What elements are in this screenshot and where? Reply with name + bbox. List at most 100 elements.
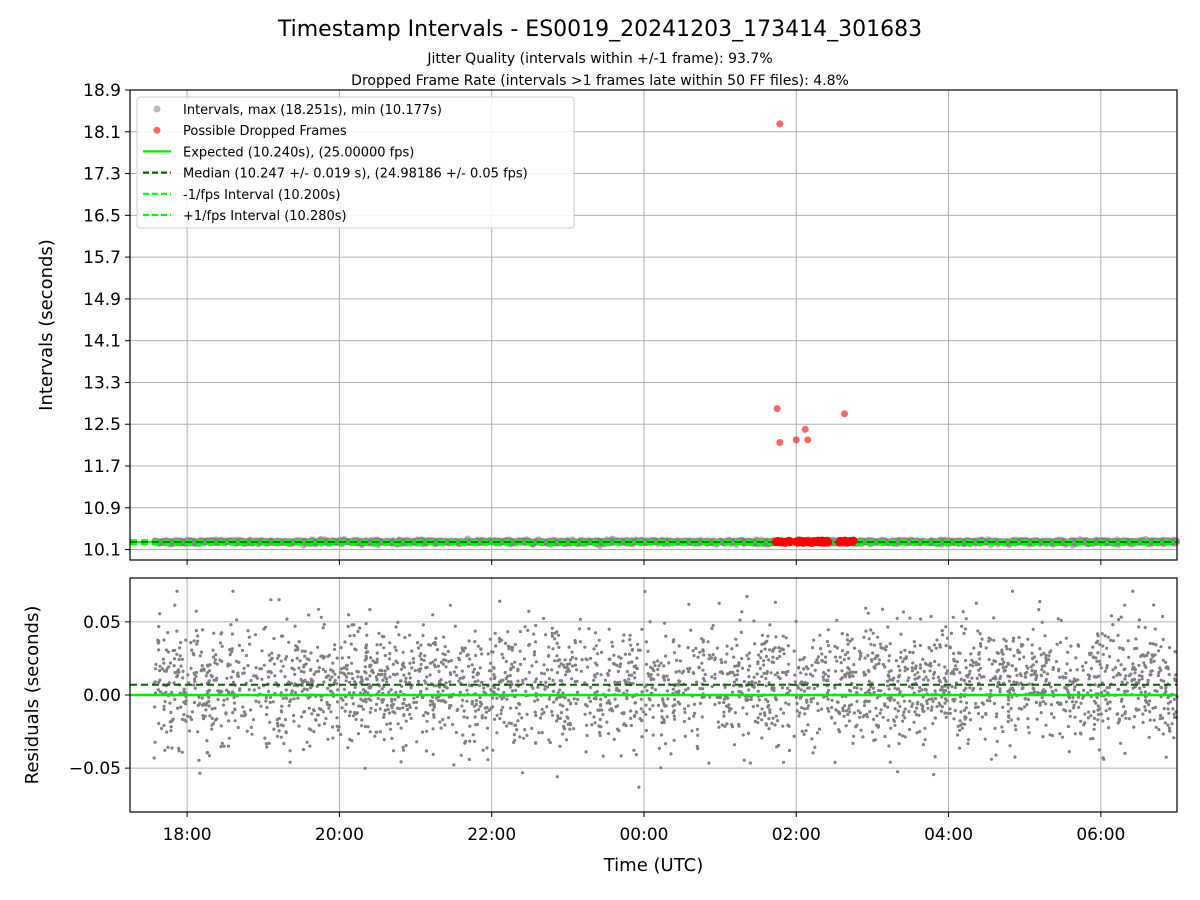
residual-point: [390, 699, 394, 703]
residual-point: [534, 677, 539, 681]
residual-point: [375, 643, 379, 647]
residual-point: [1092, 716, 1097, 721]
residual-point: [172, 657, 177, 661]
residual-point: [795, 709, 799, 713]
residual-point: [1032, 672, 1036, 676]
residual-point: [983, 737, 987, 741]
residual-point: [329, 710, 333, 714]
residual-point: [702, 653, 706, 657]
residual-point: [919, 617, 923, 621]
residual-point: [886, 718, 890, 722]
residual-point: [1152, 659, 1156, 663]
residual-point: [952, 717, 956, 721]
residual-point: [395, 706, 399, 710]
residual-point: [418, 654, 422, 658]
residual-point: [1140, 674, 1144, 678]
residual-point: [663, 621, 667, 625]
residual-point: [288, 760, 292, 764]
residual-point: [774, 714, 779, 718]
residual-point: [822, 678, 826, 682]
residual-point: [302, 709, 307, 714]
residual-point: [307, 658, 311, 662]
residual-point: [539, 716, 543, 720]
residual-point: [275, 721, 280, 725]
residual-point: [172, 664, 176, 668]
residual-point: [764, 723, 769, 727]
residual-point: [284, 655, 289, 659]
residual-point: [874, 663, 878, 667]
residual-point: [509, 721, 514, 726]
residual-point: [585, 733, 589, 738]
residual-point: [218, 689, 222, 693]
residual-point: [949, 631, 954, 636]
residual-point: [565, 715, 569, 719]
residual-point: [277, 729, 281, 733]
residual-point: [918, 685, 922, 690]
residual-point: [401, 745, 405, 749]
residual-point: [600, 708, 604, 712]
residual-point: [432, 705, 436, 709]
residual-point: [533, 650, 537, 654]
residual-point: [692, 714, 696, 718]
residual-point: [399, 726, 403, 730]
residual-point: [961, 610, 965, 614]
residual-point: [442, 635, 446, 639]
residual-point: [158, 690, 162, 694]
residual-point: [220, 741, 224, 746]
residual-point: [848, 710, 852, 714]
residual-point: [927, 663, 931, 667]
residual-point: [163, 700, 167, 704]
residual-point: [292, 713, 296, 718]
residual-point: [833, 721, 837, 725]
residual-point: [695, 680, 699, 684]
residual-point: [967, 738, 971, 742]
residual-point: [1105, 702, 1110, 706]
residual-point: [1153, 689, 1157, 693]
residual-point: [854, 725, 858, 729]
residual-point: [546, 654, 551, 658]
residuals-plot: 0.050.00−0.05 18:00 20:00 22:00 00:00 02:00 0…: [22, 577, 1179, 876]
residual-point: [899, 632, 903, 636]
residual-point: [398, 679, 402, 683]
residual-point: [871, 686, 875, 690]
residual-point: [996, 668, 1001, 672]
residual-point: [265, 705, 269, 710]
residual-point: [281, 664, 285, 668]
residual-point: [1097, 659, 1102, 663]
chart-title: Timestamp Intervals - ES0019_20241203_17…: [277, 17, 922, 42]
residual-point: [958, 719, 962, 723]
residual-point: [324, 716, 328, 721]
residual-point: [210, 707, 214, 711]
residual-point: [249, 678, 253, 683]
residual-point: [1012, 654, 1016, 658]
residual-point: [700, 715, 704, 719]
residual-point: [317, 607, 321, 611]
residual-point: [854, 670, 858, 674]
residual-point: [960, 726, 965, 730]
residual-point: [765, 639, 769, 643]
residual-point: [1000, 725, 1004, 729]
residual-point: [855, 699, 859, 704]
residual-point: [980, 715, 985, 719]
residual-point: [300, 689, 304, 693]
residual-point: [1137, 625, 1141, 629]
residual-point: [532, 653, 537, 657]
residual-point: [1138, 686, 1142, 691]
residual-point: [713, 672, 717, 677]
residual-point: [431, 727, 435, 731]
residual-point: [1152, 718, 1156, 722]
residual-point: [920, 707, 925, 711]
residual-point: [1105, 664, 1109, 668]
residual-point: [907, 676, 911, 680]
residual-point: [1031, 686, 1035, 690]
residual-point: [213, 718, 217, 722]
residual-point: [225, 688, 229, 692]
residual-point: [335, 716, 339, 720]
residual-point: [405, 708, 409, 712]
residual-point: [375, 651, 379, 655]
residual-point: [502, 720, 506, 725]
residual-point: [911, 651, 915, 655]
residual-point: [625, 696, 629, 701]
residual-point: [240, 714, 244, 718]
residual-point: [264, 696, 268, 700]
